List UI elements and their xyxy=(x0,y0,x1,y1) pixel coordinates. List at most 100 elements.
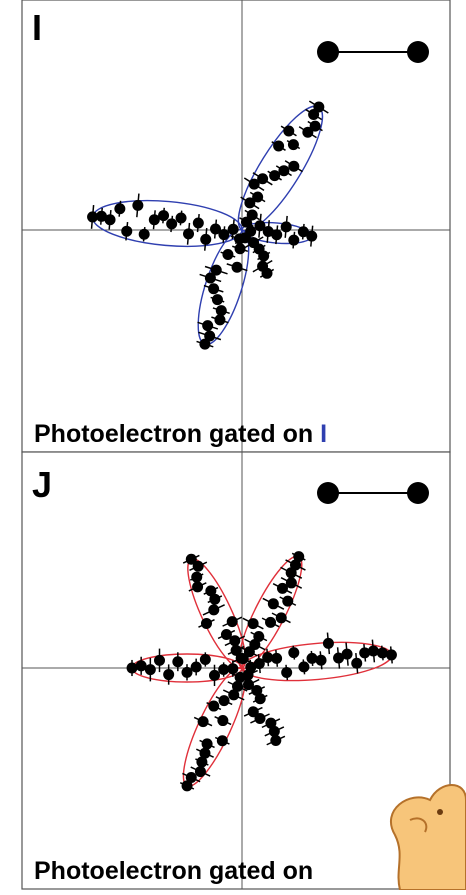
point xyxy=(191,572,202,583)
point xyxy=(198,716,209,727)
point xyxy=(136,660,147,671)
point xyxy=(281,221,292,232)
point xyxy=(235,243,246,254)
point xyxy=(200,234,211,245)
point xyxy=(172,656,183,667)
point xyxy=(288,235,299,246)
point xyxy=(127,663,138,674)
point xyxy=(377,647,388,658)
caption-text: Photoelectron gated on xyxy=(34,420,313,448)
point xyxy=(193,218,204,229)
point xyxy=(258,250,269,261)
point xyxy=(132,200,143,211)
point xyxy=(386,649,397,660)
point xyxy=(262,268,273,279)
point xyxy=(248,618,259,629)
point xyxy=(217,715,228,726)
point xyxy=(228,224,239,235)
point xyxy=(288,647,299,658)
point xyxy=(208,283,219,294)
point xyxy=(316,655,327,666)
point xyxy=(182,667,193,678)
point xyxy=(121,226,132,237)
point xyxy=(212,294,223,305)
point xyxy=(368,645,379,656)
point xyxy=(209,670,220,681)
point xyxy=(351,658,362,669)
point xyxy=(182,780,193,791)
caption: Photoelectron gated on xyxy=(34,857,313,885)
point xyxy=(254,713,265,724)
point xyxy=(271,653,282,664)
point xyxy=(231,645,242,656)
point xyxy=(87,211,98,222)
point xyxy=(200,654,211,665)
point xyxy=(219,695,230,706)
caption: Photoelectron gated on I xyxy=(34,420,327,448)
point xyxy=(252,192,263,203)
point xyxy=(166,218,177,229)
caption-marker: I xyxy=(320,420,327,448)
point xyxy=(307,653,318,664)
point xyxy=(214,314,225,325)
point xyxy=(253,631,264,642)
point xyxy=(298,661,309,672)
point xyxy=(195,766,206,777)
point xyxy=(270,735,281,746)
point xyxy=(288,139,299,150)
point xyxy=(286,577,297,588)
point xyxy=(232,262,243,273)
point xyxy=(310,121,321,132)
point xyxy=(342,649,353,660)
point xyxy=(222,249,233,260)
figure: I J Photoelectron gated on I Photoelectr… xyxy=(0,0,466,890)
point xyxy=(199,339,210,350)
point xyxy=(218,664,229,675)
point xyxy=(221,629,232,640)
point xyxy=(186,554,197,565)
point xyxy=(176,212,187,223)
point xyxy=(282,596,293,607)
point xyxy=(192,581,203,592)
page: I J Photoelectron gated on I Photoelectr… xyxy=(0,0,466,890)
point xyxy=(313,102,324,113)
point xyxy=(154,655,165,666)
point xyxy=(278,165,289,176)
point xyxy=(196,757,207,768)
point xyxy=(306,231,317,242)
point xyxy=(293,551,304,562)
panel-label: J xyxy=(32,464,52,505)
point xyxy=(288,161,299,172)
point xyxy=(183,228,194,239)
point xyxy=(265,617,276,628)
point xyxy=(149,214,160,225)
point xyxy=(247,210,258,221)
point xyxy=(255,693,266,704)
point xyxy=(208,701,219,712)
point xyxy=(273,141,284,152)
point xyxy=(191,662,202,673)
point xyxy=(268,598,279,609)
point xyxy=(217,735,228,746)
point xyxy=(323,638,334,649)
point xyxy=(208,604,219,615)
point xyxy=(283,125,294,136)
point xyxy=(201,618,212,629)
point xyxy=(114,203,125,214)
point xyxy=(243,669,254,680)
panel-label: I xyxy=(32,7,42,48)
point xyxy=(205,272,216,283)
point xyxy=(163,669,174,680)
point xyxy=(227,616,238,627)
point xyxy=(202,738,213,749)
point xyxy=(281,667,292,678)
point xyxy=(205,585,216,596)
point xyxy=(271,229,282,240)
point xyxy=(257,173,268,184)
point xyxy=(210,224,221,235)
point xyxy=(276,612,287,623)
point xyxy=(228,689,239,700)
point xyxy=(139,229,150,240)
point xyxy=(202,320,213,331)
point xyxy=(216,305,227,316)
